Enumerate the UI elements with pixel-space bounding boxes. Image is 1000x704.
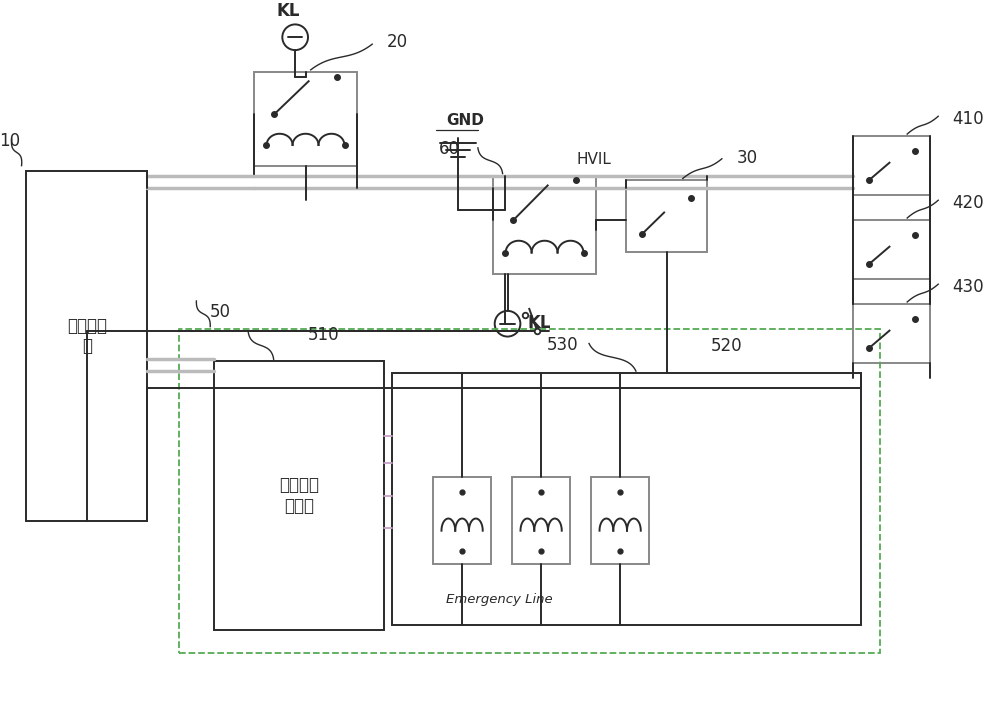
Text: KL: KL [277, 1, 300, 20]
Text: 整车控制
器: 整车控制 器 [67, 317, 107, 356]
Bar [493, 175, 596, 275]
Bar [26, 170, 147, 521]
Text: 510: 510 [308, 325, 339, 344]
Text: GND: GND [446, 113, 484, 128]
Text: 20: 20 [387, 33, 408, 51]
Bar [179, 329, 880, 653]
Text: 410: 410 [952, 111, 984, 128]
Bar [254, 72, 357, 165]
Bar [853, 220, 930, 279]
Text: 10: 10 [0, 132, 20, 150]
Bar [433, 477, 491, 564]
Text: 电池系统
控制器: 电池系统 控制器 [279, 476, 319, 515]
Text: 430: 430 [952, 278, 984, 296]
Text: KL: KL [527, 314, 551, 332]
Text: 30: 30 [737, 149, 758, 167]
Bar [626, 180, 707, 251]
Text: 530: 530 [547, 337, 579, 354]
Bar [214, 361, 384, 630]
Text: 50: 50 [210, 303, 231, 321]
Text: 520: 520 [711, 337, 743, 356]
Text: 420: 420 [952, 194, 984, 212]
Bar [853, 304, 930, 363]
Bar [392, 373, 861, 625]
Text: 60: 60 [438, 140, 459, 158]
Text: Emergency Line: Emergency Line [446, 593, 553, 606]
Bar [853, 136, 930, 195]
Bar [591, 477, 649, 564]
Bar [512, 477, 570, 564]
Text: HVIL: HVIL [577, 151, 612, 167]
